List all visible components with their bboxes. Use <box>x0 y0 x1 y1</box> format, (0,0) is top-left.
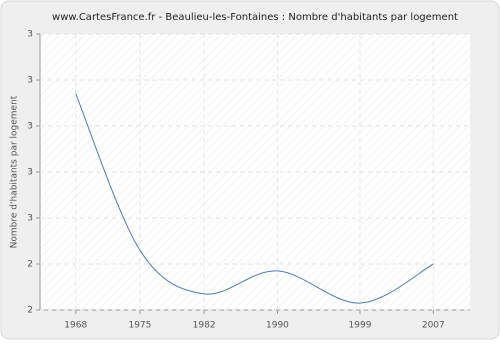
y-tick-label: 3 <box>27 30 33 40</box>
x-tick-label: 1968 <box>64 321 87 331</box>
y-axis-label: Nombre d'habitants par logement <box>10 95 20 248</box>
y-tick-label: 2 <box>27 306 33 316</box>
x-tick-label: 2007 <box>422 321 445 331</box>
x-tick-label: 1975 <box>128 321 151 331</box>
x-tick-label: 1990 <box>266 321 289 331</box>
chart-title: www.CartesFrance.fr - Beaulieu-les-Fonta… <box>52 12 458 23</box>
data-line <box>75 93 434 304</box>
y-tick-label: 2 <box>27 260 33 270</box>
y-tick-label: 3 <box>27 168 33 178</box>
x-tick-label: 1982 <box>193 321 216 331</box>
y-tick-label: 3 <box>27 122 33 132</box>
x-tick-label: 1999 <box>349 321 372 331</box>
y-tick-label: 3 <box>27 76 33 86</box>
plot-hatch <box>40 34 470 310</box>
y-tick-label: 3 <box>27 214 33 224</box>
